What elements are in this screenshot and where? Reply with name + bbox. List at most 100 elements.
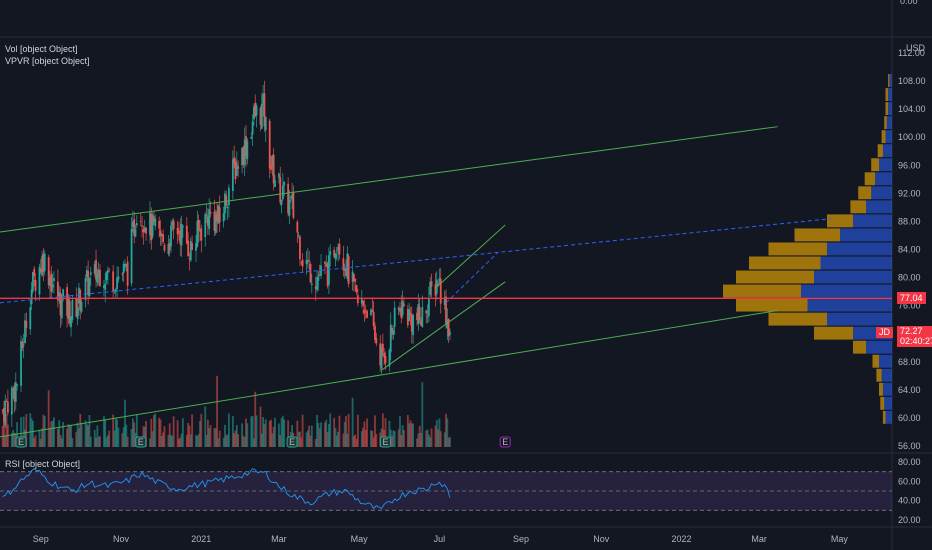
volume-bar <box>39 438 42 447</box>
candle-body <box>268 120 271 169</box>
volume-bar <box>326 431 329 447</box>
price-tick-label: 96.00 <box>898 160 921 170</box>
volume-bar <box>3 418 5 447</box>
volume-bar <box>170 435 172 447</box>
candle-body <box>439 278 442 304</box>
volume-bar <box>180 433 183 447</box>
volume-bar <box>337 431 340 447</box>
volume-bar <box>160 436 163 447</box>
earnings-badge-box <box>135 436 147 448</box>
candle-body <box>84 277 87 301</box>
symbol-badge: JD <box>876 327 893 338</box>
candle-body <box>429 281 432 295</box>
candle-body <box>278 173 280 178</box>
volume-bar <box>314 438 317 447</box>
volume-profile-down <box>850 200 866 214</box>
price-tick-label: 108.00 <box>898 76 926 86</box>
candle-body <box>292 191 295 218</box>
earnings-badge-box <box>379 436 391 448</box>
volume-bar <box>235 424 238 447</box>
volume-bar <box>204 406 207 447</box>
earnings-badge-box <box>15 436 27 448</box>
volume-profile-down <box>885 102 889 116</box>
candle-body <box>191 243 193 251</box>
candle-body <box>197 219 200 231</box>
volume-bar <box>33 438 36 447</box>
candle-body <box>337 247 340 250</box>
volume-bar <box>429 437 432 447</box>
candle-body <box>189 241 192 261</box>
volume-bar <box>392 430 395 447</box>
candle-body <box>310 283 313 286</box>
candle-body <box>388 349 391 367</box>
volume-bar <box>354 434 357 447</box>
volume-bar <box>325 419 328 447</box>
volume-bar <box>437 429 440 447</box>
volume-bar <box>25 414 28 447</box>
candle-body <box>430 281 433 287</box>
candle-body <box>355 285 358 293</box>
volume-profile-down <box>768 242 827 256</box>
volume-bar <box>438 418 441 447</box>
volume-bar <box>353 436 355 447</box>
candle-body <box>245 136 247 157</box>
volume-bar <box>308 425 311 447</box>
volume-profile-down <box>885 88 889 102</box>
volume-bar <box>231 416 234 447</box>
candle-body <box>314 286 317 290</box>
volume-profile-up <box>879 158 892 172</box>
volume-profile-up <box>801 284 892 298</box>
volume-bar <box>343 421 346 447</box>
volume-bar <box>334 427 337 447</box>
price-tick-label: 80.00 <box>898 273 921 283</box>
candle-body <box>133 219 136 236</box>
inner-channel-lower <box>381 281 506 371</box>
earnings-badge-label: E <box>18 437 24 447</box>
candle-body <box>121 273 124 275</box>
candle-body <box>31 272 34 292</box>
volume-bar <box>400 435 403 447</box>
time-tick-label: 2022 <box>671 534 691 544</box>
rsi-tick-label: 80.00 <box>898 457 921 467</box>
earnings-badge: E <box>135 436 147 448</box>
candle-body <box>85 270 88 278</box>
volume-bar <box>328 424 330 447</box>
price-tick-label: 92.00 <box>898 188 921 198</box>
volume-bar <box>178 438 180 447</box>
volume-profile-down <box>736 298 808 312</box>
candle-body <box>188 257 191 260</box>
candle-body <box>43 253 46 271</box>
volume-bar <box>255 415 258 447</box>
volume-bar <box>79 413 82 447</box>
candle-body <box>380 347 383 369</box>
volume-bar <box>43 416 46 447</box>
volume-bar <box>71 438 74 447</box>
volume-profile-up <box>866 200 892 214</box>
volume-bar <box>10 432 13 447</box>
candle-body <box>374 325 376 340</box>
last-price-value: 72.27 <box>900 326 923 336</box>
candle-body <box>237 166 240 169</box>
candle-body <box>401 301 404 316</box>
volume-profile-down <box>858 186 872 200</box>
volume-bar <box>224 424 226 447</box>
volume-profile <box>723 74 892 424</box>
candle-body <box>329 251 332 255</box>
volume-bar <box>185 434 188 447</box>
volume-bar <box>296 420 299 447</box>
candle-body <box>97 269 100 277</box>
volume-bar <box>85 424 88 447</box>
last-price-tag: 72.27 02:40:27 <box>897 326 932 347</box>
volume-bar <box>264 419 267 447</box>
candle-body <box>95 259 97 280</box>
volume-profile-up <box>886 116 892 130</box>
volume-bar <box>93 429 96 447</box>
candle-body <box>143 227 146 232</box>
volume-bar <box>213 428 216 447</box>
volume-bar <box>268 420 271 447</box>
inner-channel-upper <box>435 224 506 289</box>
candle-body <box>204 214 207 237</box>
volume-bar <box>95 437 97 447</box>
countdown-timer: 02:40:27 <box>900 336 932 346</box>
